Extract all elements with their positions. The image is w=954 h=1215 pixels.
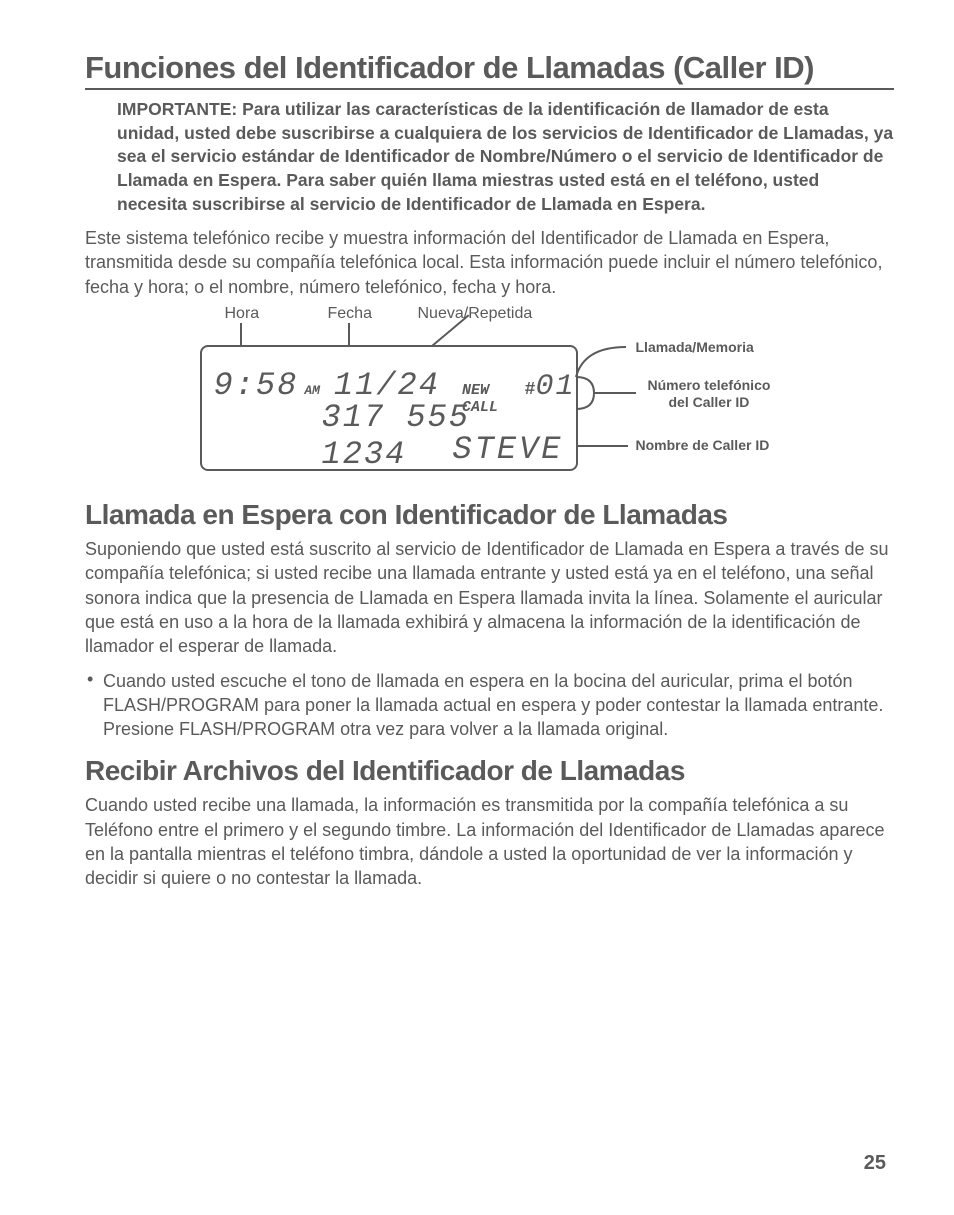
label-fecha: Fecha [328,305,372,323]
label-hora: Hora [225,305,260,323]
lcd-line-3: STEVE [452,431,563,468]
label-numero: Número telefónico del Caller ID [648,377,771,411]
tick-hora [240,323,242,345]
lcd-screen: 9:58 AM 11/24 NEW CALL # 01 317 555 1234… [200,345,578,471]
lcd-diagram: Hora Fecha Nueva/Repetida 9:58 AM 11/24 … [170,305,810,485]
tick-fecha [348,323,350,345]
label-numero-l1: Número telefónico [648,377,771,393]
connector-nombre [578,445,628,447]
lcd-phone: 317 555 1234 [322,399,470,473]
lcd-ampm: AM [304,383,320,398]
page-number: 25 [864,1152,886,1175]
lcd-hash: # [525,380,536,400]
important-note: IMPORTANTE: Para utilizar las caracterís… [85,98,894,216]
section1-body: Suponiendo que usted está suscrito al se… [85,537,894,658]
section2-title: Recibir Archivos del Identificador de Ll… [85,755,894,787]
bullet-dot-icon: • [85,669,103,742]
lcd-name: STEVE [452,431,563,468]
page-title: Funciones del Identificador de Llamadas … [85,50,894,90]
section1-title: Llamada en Espera con Identificador de L… [85,499,894,531]
section1-bullet-text: Cuando usted escuche el tono de llamada … [103,669,894,742]
connector-numero [574,369,644,419]
lcd-time: 9:58 [214,367,299,404]
section2-body: Cuando usted recibe una llamada, la info… [85,793,894,890]
label-nombre: Nombre de Caller ID [636,437,770,454]
label-nueva: Nueva/Repetida [418,305,533,323]
label-numero-l2: del Caller ID [668,394,749,410]
section1-bullet: • Cuando usted escuche el tono de llamad… [85,669,894,742]
label-memoria: Llamada/Memoria [636,339,754,356]
intro-text: Este sistema telefónico recibe y muestra… [85,226,894,299]
